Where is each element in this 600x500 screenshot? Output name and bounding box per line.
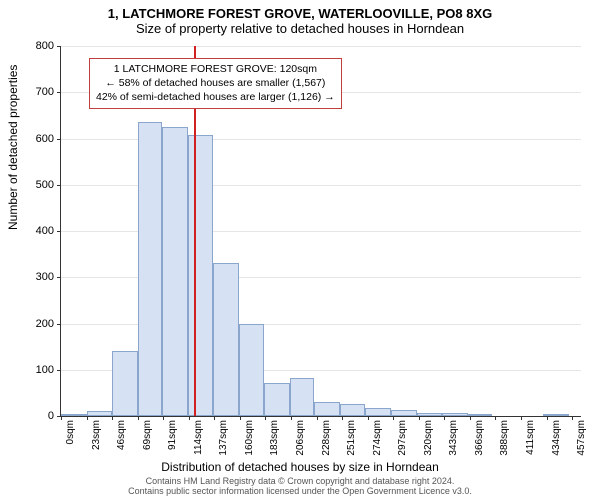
x-tick-label: 46sqm: [116, 420, 127, 450]
x-tick: [470, 416, 471, 420]
x-axis-label: Distribution of detached houses by size …: [0, 460, 600, 474]
gridline: [61, 46, 581, 47]
y-tick: [57, 324, 61, 325]
y-tick-label: 500: [14, 179, 54, 191]
y-tick-label: 600: [14, 133, 54, 145]
chart-area: 0sqm23sqm46sqm69sqm91sqm114sqm137sqm160s…: [60, 46, 580, 416]
y-tick: [57, 46, 61, 47]
histogram-bar: [162, 127, 188, 416]
x-tick-label: 411sqm: [525, 420, 536, 455]
info-box: 1 LATCHMORE FOREST GROVE: 120sqm← 58% of…: [89, 58, 342, 109]
x-tick-label: 91sqm: [167, 420, 178, 450]
x-tick: [189, 416, 190, 420]
x-tick: [368, 416, 369, 420]
y-tick-label: 0: [14, 410, 54, 422]
x-tick: [163, 416, 164, 420]
x-tick-label: 114sqm: [193, 420, 204, 455]
x-tick-label: 434sqm: [551, 420, 562, 456]
histogram-bar: [112, 351, 138, 416]
y-tick-label: 200: [14, 318, 54, 330]
histogram-bar: [391, 410, 417, 416]
x-tick-label: 69sqm: [142, 420, 153, 450]
x-tick-label: 0sqm: [65, 420, 76, 444]
chart-container: 1, LATCHMORE FOREST GROVE, WATERLOOVILLE…: [0, 0, 600, 500]
x-tick: [87, 416, 88, 420]
y-tick: [57, 370, 61, 371]
info-box-line: ← 58% of detached houses are smaller (1,…: [96, 76, 335, 90]
histogram-bar: [468, 414, 492, 416]
x-tick-label: 251sqm: [346, 420, 357, 456]
chart-title: 1, LATCHMORE FOREST GROVE, WATERLOOVILLE…: [0, 0, 600, 21]
footer-line2: Contains public sector information licen…: [0, 487, 600, 497]
histogram-bar: [417, 413, 443, 416]
x-tick: [444, 416, 445, 420]
histogram-bar: [365, 408, 391, 416]
histogram-bar: [442, 413, 468, 416]
y-tick: [57, 277, 61, 278]
info-box-line: 1 LATCHMORE FOREST GROVE: 120sqm: [96, 62, 335, 76]
histogram-bar: [290, 378, 314, 416]
x-tick: [317, 416, 318, 420]
histogram-bar: [61, 414, 87, 416]
y-tick: [57, 185, 61, 186]
x-tick: [495, 416, 496, 420]
histogram-bar: [138, 122, 162, 416]
x-tick-label: 23sqm: [91, 420, 102, 450]
histogram-bar: [188, 135, 214, 416]
histogram-bar: [213, 263, 239, 416]
y-tick: [57, 139, 61, 140]
plot-area: 0sqm23sqm46sqm69sqm91sqm114sqm137sqm160s…: [60, 46, 581, 417]
x-tick: [572, 416, 573, 420]
x-tick-label: 206sqm: [295, 420, 306, 456]
x-tick: [419, 416, 420, 420]
x-tick: [521, 416, 522, 420]
histogram-bar: [264, 383, 290, 416]
x-tick-label: 228sqm: [321, 420, 332, 456]
histogram-bar: [314, 402, 340, 416]
x-tick: [342, 416, 343, 420]
y-tick-label: 700: [14, 86, 54, 98]
y-tick-label: 400: [14, 225, 54, 237]
x-tick-label: 160sqm: [244, 420, 255, 456]
histogram-bar: [239, 324, 265, 417]
x-tick: [61, 416, 62, 420]
histogram-bar: [87, 411, 113, 416]
y-tick-label: 300: [14, 271, 54, 283]
footer-attribution: Contains HM Land Registry data © Crown c…: [0, 477, 600, 497]
x-tick-label: 297sqm: [397, 420, 408, 456]
x-tick-label: 320sqm: [423, 420, 434, 456]
y-tick-label: 800: [14, 40, 54, 52]
x-tick-label: 343sqm: [448, 420, 459, 456]
info-box-line: 42% of semi-detached houses are larger (…: [96, 90, 335, 104]
x-tick-label: 183sqm: [269, 420, 280, 456]
y-tick: [57, 231, 61, 232]
x-tick: [393, 416, 394, 420]
x-tick-label: 137sqm: [218, 420, 229, 456]
x-tick-label: 274sqm: [372, 420, 383, 456]
x-tick: [291, 416, 292, 420]
x-tick: [547, 416, 548, 420]
x-tick: [240, 416, 241, 420]
x-tick-label: 366sqm: [474, 420, 485, 456]
x-tick-label: 457sqm: [576, 420, 587, 456]
chart-subtitle: Size of property relative to detached ho…: [0, 21, 600, 40]
x-tick: [138, 416, 139, 420]
y-tick-label: 100: [14, 364, 54, 376]
x-tick: [214, 416, 215, 420]
x-tick-label: 388sqm: [499, 420, 510, 456]
x-tick: [112, 416, 113, 420]
histogram-bar: [340, 404, 366, 416]
x-tick: [265, 416, 266, 420]
y-tick: [57, 92, 61, 93]
